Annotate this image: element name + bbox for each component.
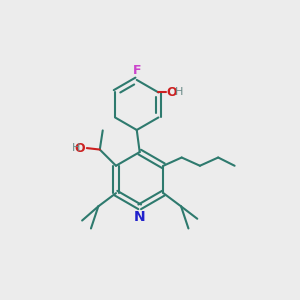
Text: O: O <box>167 86 177 99</box>
Text: H: H <box>72 143 80 153</box>
Text: N: N <box>134 210 146 224</box>
Text: F: F <box>133 64 141 77</box>
Text: O: O <box>74 142 85 154</box>
Text: H: H <box>175 87 183 98</box>
